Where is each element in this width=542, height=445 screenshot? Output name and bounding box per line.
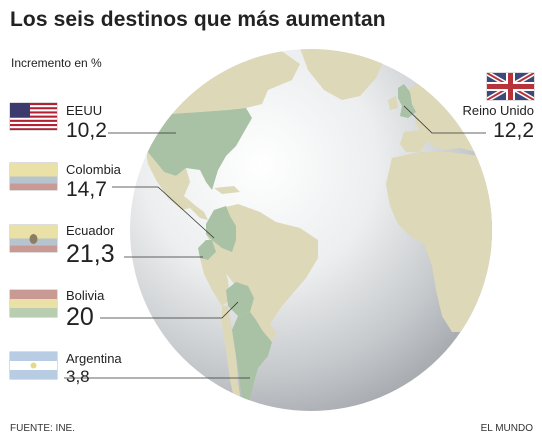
- credit-note: EL MUNDO: [480, 423, 533, 434]
- country-label-reino-unido: Reino Unido: [462, 103, 534, 118]
- bolivia-flag-icon: [10, 290, 57, 317]
- chart-subtitle: Incremento en %: [11, 56, 102, 70]
- land-colombia: [206, 206, 236, 252]
- land-greenland: [300, 49, 385, 100]
- colombia-flag-icon: [10, 163, 57, 190]
- country-label-bolivia: Bolivia: [66, 288, 105, 303]
- land-usa: [140, 108, 252, 190]
- leader-colombia: [112, 186, 215, 239]
- land-argentina: [232, 312, 272, 408]
- value-label-reino-unido: 12,2: [493, 119, 534, 142]
- value-label-eeuu: 10,2: [66, 119, 107, 142]
- land-africa: [386, 152, 492, 332]
- value-label-colombia: 14,7: [66, 178, 107, 201]
- source-note: FUENTE: INE.: [10, 423, 76, 434]
- value-label-bolivia: 20: [66, 303, 94, 331]
- land-chile: [222, 306, 242, 408]
- country-label-ecuador: Ecuador: [66, 223, 115, 238]
- land-ireland: [388, 96, 398, 110]
- leader-lines: [64, 105, 486, 379]
- land-iberia: [400, 130, 428, 152]
- country-label-argentina: Argentina: [66, 351, 122, 366]
- value-label-argentina: 3,8: [66, 367, 90, 386]
- land-mexico: [146, 150, 190, 210]
- leader-bolivia: [100, 301, 239, 319]
- land-cuba: [214, 186, 240, 194]
- country-label-eeuu: EEUU: [66, 103, 103, 118]
- value-label-ecuador: 21,3: [66, 240, 115, 268]
- ecuador-flag-icon: [10, 225, 57, 252]
- usa-flag-icon: [10, 103, 57, 130]
- land-uruguay: [262, 324, 276, 342]
- land-peru: [200, 252, 230, 306]
- land-ecuador: [198, 240, 216, 260]
- country-label-colombia: Colombia: [66, 162, 121, 177]
- chart-title: Los seis destinos que más aumentan: [10, 8, 386, 31]
- uk-flag-icon: [487, 73, 534, 100]
- argentina-flag-icon: [10, 352, 57, 379]
- leader-reino-unido: [403, 105, 486, 134]
- land-central-america: [184, 196, 208, 220]
- land-uk: [398, 84, 416, 118]
